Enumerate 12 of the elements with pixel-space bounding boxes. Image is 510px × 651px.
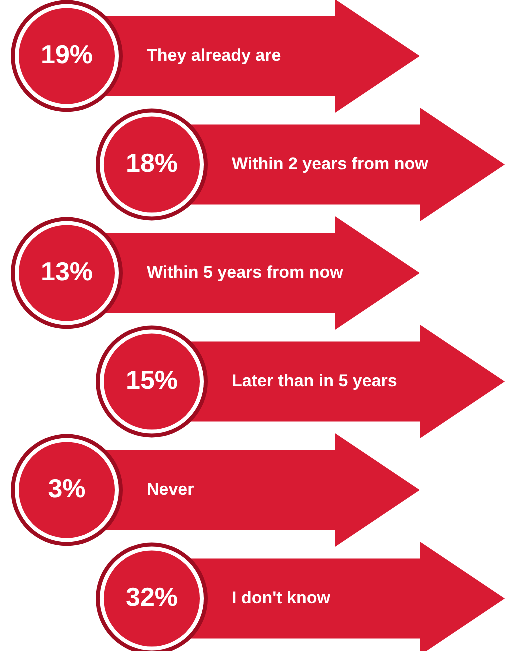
category-label: Never (147, 480, 195, 499)
data-label: 19% (40, 39, 94, 70)
category-label: I don't know (232, 588, 332, 608)
data-label: 15% (126, 364, 178, 395)
category-label: Within 2 years from now (232, 154, 430, 174)
data-label: 32% (126, 582, 178, 612)
data-label: 13% (40, 256, 94, 286)
data-label: 3% (48, 473, 86, 504)
category-label: Later than in 5 years (232, 371, 398, 390)
data-label: 18% (126, 148, 178, 178)
category-label: They already are (147, 46, 282, 65)
category-label: Within 5 years from now (147, 262, 344, 282)
